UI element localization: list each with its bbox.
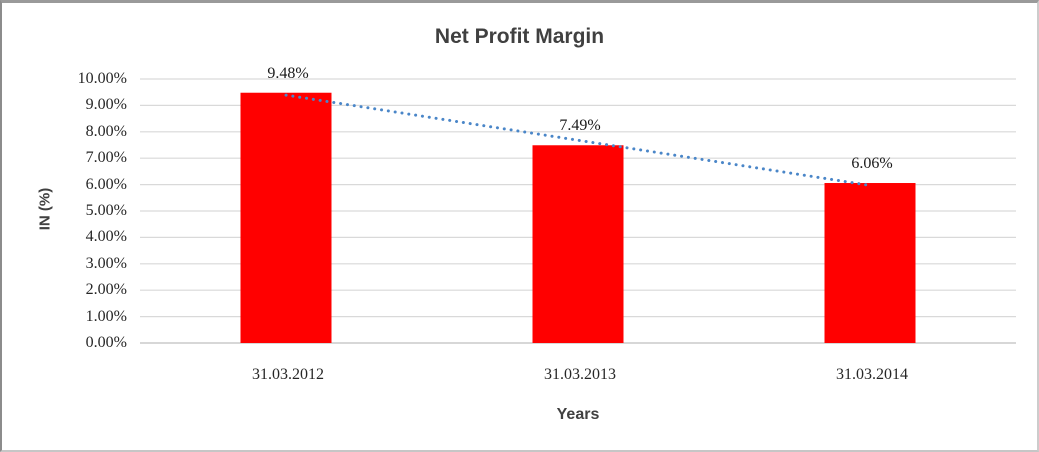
y-tick-label: 2.00%: [85, 281, 127, 299]
bar-value-label: 7.49%: [559, 117, 601, 135]
x-tick-label: 31.03.2013: [544, 366, 616, 383]
y-tick-label: 6.00%: [85, 175, 127, 193]
y-tick-label: 1.00%: [85, 307, 127, 325]
y-tick-label: 7.00%: [85, 149, 127, 167]
trendline: [284, 93, 872, 187]
bar-31.03.2012: [240, 92, 332, 343]
y-tick-label: 10.00%: [77, 70, 127, 87]
chart-title: Net Profit Margin: [434, 25, 605, 48]
bar-value-label: 9.48%: [267, 64, 309, 82]
y-axis-title: IN (%): [36, 187, 54, 231]
bar-value-label: 6.06%: [851, 155, 893, 173]
y-tick-label: 5.00%: [85, 202, 127, 219]
bar-31.03.2013: [532, 145, 624, 343]
bar-31.03.2014: [824, 183, 916, 343]
x-tick-label: 31.03.2014: [836, 366, 908, 383]
y-tick-label: 0.00%: [85, 334, 127, 351]
y-tick-label: 9.00%: [85, 96, 127, 114]
x-axis-title: Years: [556, 406, 600, 423]
y-tick-label: 4.00%: [85, 228, 127, 246]
y-tick-label: 3.00%: [85, 254, 127, 272]
x-tick-label: 31.03.2012: [252, 366, 324, 383]
y-tick-label: 8.00%: [85, 122, 127, 140]
